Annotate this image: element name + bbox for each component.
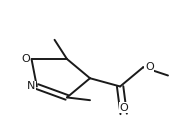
Text: O: O [119,102,128,113]
Text: N: N [27,81,35,91]
Text: O: O [145,62,154,72]
Text: O: O [21,54,30,64]
